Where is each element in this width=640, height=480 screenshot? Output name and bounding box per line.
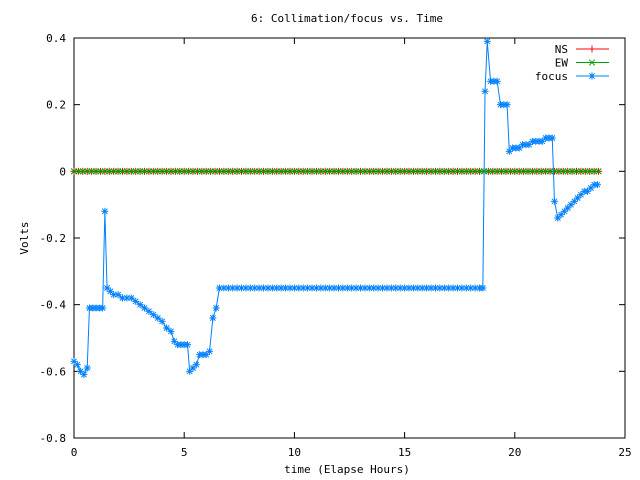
data-point-focus xyxy=(584,187,592,195)
x-tick-label: 5 xyxy=(181,446,188,459)
data-point-focus xyxy=(110,291,118,299)
data-point-focus xyxy=(503,101,511,109)
legend-item-NS: NS xyxy=(555,43,609,56)
data-point-focus xyxy=(170,337,178,345)
data-point-focus xyxy=(427,284,435,292)
chart-title: 6: Collimation/focus vs. Time xyxy=(251,12,443,25)
series-layer xyxy=(70,37,603,379)
data-point-focus xyxy=(158,317,166,325)
data-point-focus xyxy=(548,134,556,142)
y-axis-label: Volts xyxy=(18,221,31,254)
data-point-focus xyxy=(593,181,601,189)
x-tick-label: 20 xyxy=(508,446,521,459)
data-point-focus xyxy=(212,304,220,312)
legend-label-focus: focus xyxy=(535,70,568,83)
data-point-focus xyxy=(149,311,157,319)
data-point-focus xyxy=(550,197,558,205)
y-tick-label: 0.2 xyxy=(46,99,66,112)
data-point-focus xyxy=(396,284,404,292)
legend-label-EW: EW xyxy=(555,57,569,70)
legend-marker-EW xyxy=(588,59,596,66)
data-point-EW xyxy=(595,168,602,175)
x-tick-label: 0 xyxy=(71,446,78,459)
data-point-focus xyxy=(405,284,413,292)
data-point-focus xyxy=(361,284,369,292)
data-point-focus xyxy=(224,284,232,292)
x-tick-label: 10 xyxy=(288,446,301,459)
data-point-focus xyxy=(189,364,197,372)
data-point-focus xyxy=(192,361,200,369)
y-tick-label: -0.6 xyxy=(40,365,67,378)
x-tick-label: 25 xyxy=(618,446,631,459)
data-point-focus xyxy=(431,284,439,292)
legend-marker-focus xyxy=(588,72,596,80)
data-point-focus xyxy=(418,284,426,292)
data-point-focus xyxy=(136,301,144,309)
series-EW xyxy=(70,168,602,175)
x-tick-label: 15 xyxy=(398,446,411,459)
x-axis-label: time (Elapse Hours) xyxy=(284,463,410,476)
y-tick-label: -0.4 xyxy=(40,299,67,312)
data-point-focus xyxy=(154,314,162,322)
legend-item-focus: focus xyxy=(535,70,609,83)
data-point-focus xyxy=(141,304,149,312)
data-point-focus xyxy=(163,324,171,332)
y-tick-label: 0.4 xyxy=(46,32,66,45)
data-point-focus xyxy=(554,214,562,222)
data-point-focus xyxy=(167,327,175,335)
data-point-focus xyxy=(103,284,111,292)
y-tick-label: -0.8 xyxy=(40,432,67,445)
data-point-focus xyxy=(80,371,88,379)
data-point-focus xyxy=(264,284,272,292)
data-point-focus xyxy=(286,284,294,292)
data-point-focus xyxy=(493,77,501,85)
data-point-focus xyxy=(436,284,444,292)
legend-label-NS: NS xyxy=(555,43,568,56)
data-point-focus xyxy=(114,291,122,299)
data-point-focus xyxy=(383,284,391,292)
data-point-focus xyxy=(73,361,81,369)
series-focus xyxy=(70,37,601,379)
data-point-focus xyxy=(145,307,153,315)
y-tick-label: 0 xyxy=(59,165,66,178)
data-point-focus xyxy=(209,314,217,322)
data-point-focus xyxy=(308,284,316,292)
legend-marker-NS xyxy=(588,45,596,53)
plot-frame xyxy=(73,37,626,439)
y-tick-label: -0.2 xyxy=(40,232,67,245)
data-point-focus xyxy=(299,284,307,292)
data-point-focus xyxy=(233,284,241,292)
data-point-focus xyxy=(101,207,109,215)
data-point-focus xyxy=(127,294,135,302)
data-point-focus xyxy=(339,284,347,292)
data-point-focus xyxy=(132,297,140,305)
series-line-focus xyxy=(73,41,598,376)
data-point-focus xyxy=(370,284,378,292)
data-point-focus xyxy=(83,364,91,372)
data-point-focus xyxy=(326,284,334,292)
data-point-focus xyxy=(483,37,491,45)
data-point-focus xyxy=(481,87,489,95)
legend-item-EW: EW xyxy=(555,57,609,70)
data-point-focus xyxy=(268,284,276,292)
data-point-focus xyxy=(184,341,192,349)
data-point-focus xyxy=(479,284,487,292)
data-point-focus xyxy=(99,304,107,312)
axis-ticks: 0 5 10 15 20 25 -0.8 -0.6 -0.4 -0.2 0 0.2 0.4 xyxy=(40,32,632,459)
data-point-focus xyxy=(206,347,214,355)
